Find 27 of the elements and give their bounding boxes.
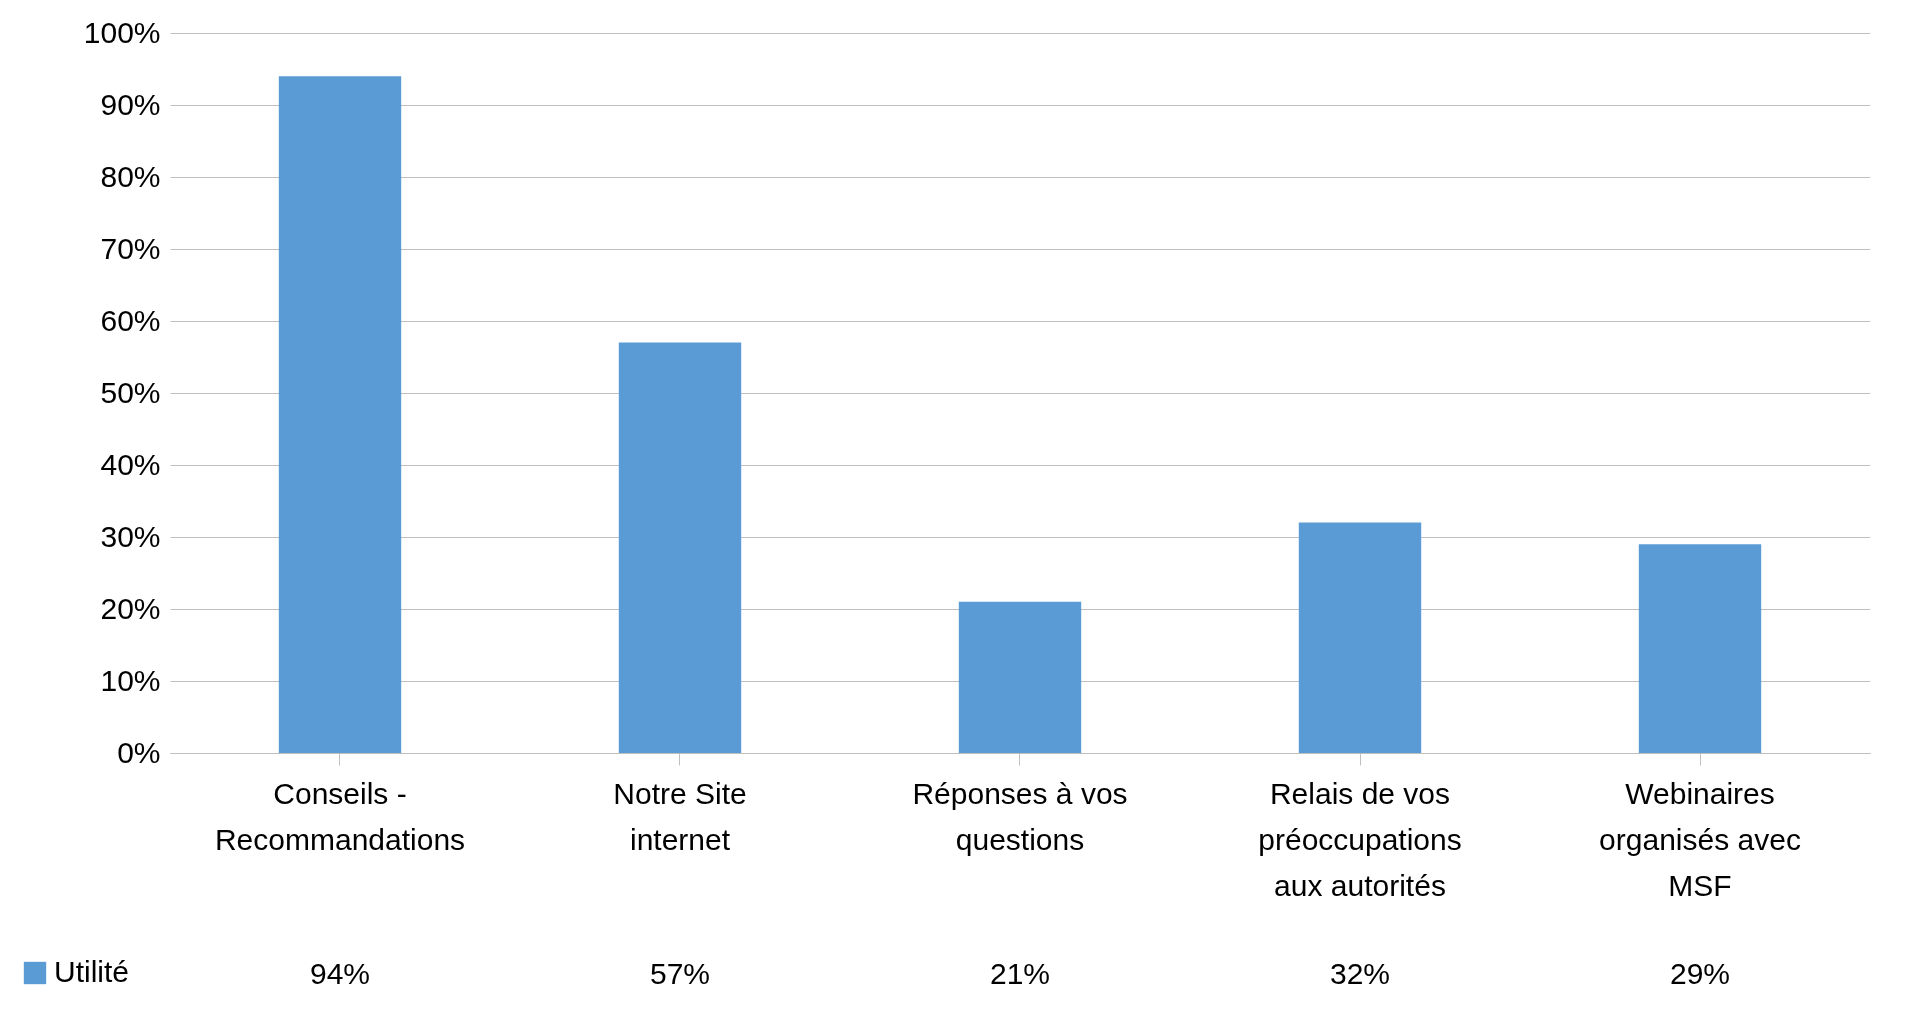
y-tick-label: 0% <box>117 735 161 769</box>
data-label: 57% <box>649 957 711 990</box>
y-tick-label: 70% <box>100 231 161 265</box>
bar <box>1298 522 1422 753</box>
y-tick-label: 60% <box>100 303 161 337</box>
y-tick-label: 40% <box>100 447 161 481</box>
bar <box>1638 544 1762 753</box>
y-tick-label: 20% <box>100 591 161 625</box>
y-tick-label: 30% <box>100 519 161 553</box>
y-tick-label: 50% <box>100 375 161 409</box>
legend-label: Utilité <box>54 955 130 988</box>
data-label: 29% <box>1669 957 1731 990</box>
data-label: 94% <box>309 957 371 990</box>
x-tick-label: Réponses à vos questions <box>912 776 1128 856</box>
bar <box>958 601 1082 753</box>
data-label: 32% <box>1329 957 1391 990</box>
x-tick-label: Webinaires organisés avec MSF <box>1599 776 1801 902</box>
bar <box>278 76 402 753</box>
x-tick-label: Conseils - Recommandations <box>214 776 466 856</box>
y-tick-label: 80% <box>100 159 161 193</box>
y-tick-label: 100% <box>83 15 161 49</box>
y-tick-label: 10% <box>100 663 161 697</box>
y-tick-label: 90% <box>100 87 161 121</box>
x-tick-label: Relais de vos préoccupations aux autorités <box>1258 776 1462 902</box>
data-label: 21% <box>989 957 1051 990</box>
x-tick-label: Notre Site internet <box>613 776 747 856</box>
bar <box>618 342 742 753</box>
